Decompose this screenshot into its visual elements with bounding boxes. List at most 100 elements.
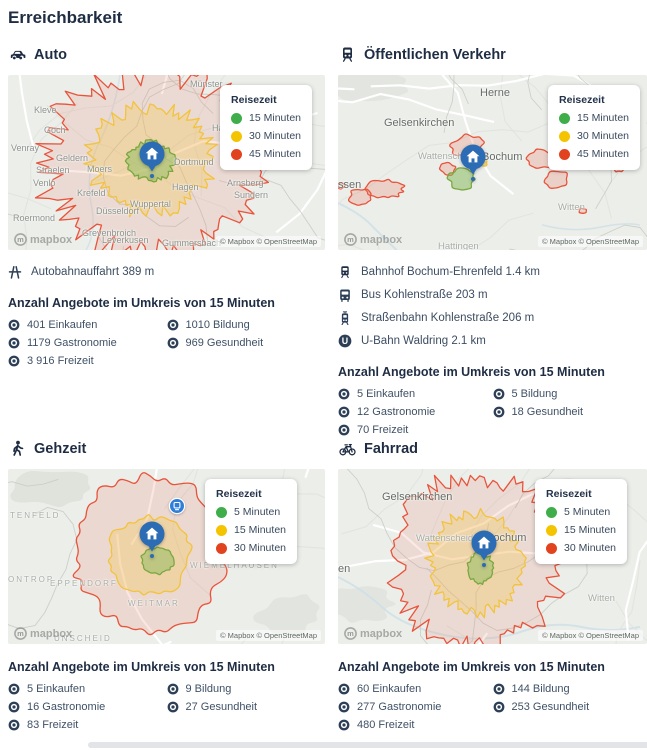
legend-item-label: 30 Minuten bbox=[577, 130, 629, 142]
stat-item: 1010 Bildung bbox=[167, 319, 326, 331]
stat-item: 1179 Gastronomie bbox=[8, 337, 167, 349]
info-item: Bahnhof Bochum-Ehrenfeld 1.4 km bbox=[338, 264, 647, 280]
mapbox-logo[interactable]: m mapbox bbox=[344, 233, 402, 246]
legend-item-label: 45 Minuten bbox=[577, 148, 629, 160]
tram-icon bbox=[338, 311, 352, 325]
shopping-icon bbox=[338, 388, 350, 400]
stat-item: 144 Bildung bbox=[493, 683, 647, 695]
map-public-transport[interactable]: Herne Gelsenkirchen Wattenscheid Bochum ssen… bbox=[338, 75, 647, 250]
map-attribution[interactable]: © Mapbox © OpenStreetMap bbox=[538, 236, 643, 247]
map-attribution[interactable]: © Mapbox © OpenStreetMap bbox=[216, 236, 321, 247]
health-icon bbox=[493, 701, 505, 713]
legend-color-dot bbox=[559, 130, 571, 142]
legend-item: 30 Minuten bbox=[546, 542, 616, 554]
panel-auto: Auto MünsterHammKleveGochGeldernVenraySt… bbox=[8, 42, 325, 436]
map-walking[interactable]: TENFELD ONTROP EPPENDORF WEITMAR WIEMELHAUSE… bbox=[8, 469, 325, 644]
stats-heading-walking: Anzahl Angebote im Umkreis von 15 Minute… bbox=[8, 660, 275, 674]
info-item: U U-Bahn Waldring 2.1 km bbox=[338, 333, 647, 349]
mapbox-icon: m bbox=[344, 627, 357, 640]
stat-item-text: 1179 Gastronomie bbox=[27, 337, 117, 349]
panel-title-bicycle: Fahrrad bbox=[364, 440, 418, 457]
stats-heading-public-transport: Anzahl Angebote im Umkreis von 15 Minute… bbox=[338, 365, 605, 379]
mapbox-icon: m bbox=[14, 233, 27, 246]
stat-item-text: 144 Bildung bbox=[511, 683, 570, 695]
education-icon bbox=[493, 683, 505, 695]
legend-item-label: 45 Minuten bbox=[249, 148, 301, 160]
svg-text:m: m bbox=[17, 235, 24, 244]
legend-item: 45 Minuten bbox=[231, 148, 301, 160]
map-attribution[interactable]: © Mapbox © OpenStreetMap bbox=[216, 630, 321, 641]
panel-title-walking: Gehzeit bbox=[34, 440, 87, 457]
train-icon bbox=[338, 46, 356, 63]
bus-icon bbox=[338, 288, 352, 302]
legend-item-label: 5 Minuten bbox=[564, 506, 611, 518]
stat-item-text: 1010 Bildung bbox=[185, 319, 250, 331]
legend-item-label: 15 Minuten bbox=[564, 524, 616, 536]
horizontal-scrollbar[interactable] bbox=[88, 742, 647, 748]
leisure-icon bbox=[338, 424, 350, 436]
stats-heading-auto: Anzahl Angebote im Umkreis von 15 Minute… bbox=[8, 296, 275, 310]
motorway-icon bbox=[8, 265, 22, 279]
stat-item-text: 60 Einkaufen bbox=[357, 683, 422, 695]
stat-item: 277 Gastronomie bbox=[338, 701, 493, 713]
stat-item: 253 Gesundheit bbox=[493, 701, 647, 713]
stat-item-text: 83 Freizeit bbox=[27, 719, 79, 731]
stats-column: 9 Bildung 27 Gesundheit bbox=[167, 683, 326, 731]
stats-column: 5 Bildung 18 Gesundheit bbox=[493, 388, 647, 436]
gastronomy-icon bbox=[338, 406, 350, 418]
travel-time-legend: Reisezeit 5 Minuten 15 Minuten 30 Minuten bbox=[205, 479, 297, 564]
stat-item-text: 3 916 Freizeit bbox=[27, 355, 94, 367]
stat-item: 5 Bildung bbox=[493, 388, 647, 400]
legend-item-label: 15 Minuten bbox=[234, 524, 286, 536]
svg-text:m: m bbox=[17, 629, 24, 638]
legend-item: 30 Minuten bbox=[231, 130, 301, 142]
stat-item: 16 Gastronomie bbox=[8, 701, 167, 713]
page-title: Erreichbarkeit bbox=[8, 8, 123, 27]
leisure-icon bbox=[338, 719, 350, 731]
mapbox-logo[interactable]: m mapbox bbox=[14, 233, 72, 246]
map-bicycle[interactable]: Gelsenkirchen Wattenscheid Bochum Witten en … bbox=[338, 469, 647, 644]
health-icon bbox=[493, 406, 505, 418]
map-attribution[interactable]: © Mapbox © OpenStreetMap bbox=[538, 630, 643, 641]
info-item-text: U-Bahn Waldring 2.1 km bbox=[361, 335, 486, 347]
stat-item: 969 Gesundheit bbox=[167, 337, 326, 349]
stat-item: 12 Gastronomie bbox=[338, 406, 493, 418]
legend-color-dot bbox=[216, 524, 228, 536]
education-icon bbox=[167, 319, 179, 331]
home-marker bbox=[137, 520, 167, 560]
info-item: Autobahnauffahrt 389 m bbox=[8, 264, 325, 280]
stats-column: 5 Einkaufen 16 Gastronomie 83 Freizeit bbox=[8, 683, 167, 731]
mapbox-icon: m bbox=[344, 233, 357, 246]
health-icon bbox=[167, 337, 179, 349]
stats-column: 5 Einkaufen 12 Gastronomie 70 Freizeit bbox=[338, 388, 493, 436]
education-icon bbox=[493, 388, 505, 400]
stats-column: 401 Einkaufen 1179 Gastronomie 3 916 Freiz… bbox=[8, 319, 167, 367]
travel-time-legend: Reisezeit 5 Minuten 15 Minuten 30 Minuten bbox=[535, 479, 627, 564]
mapbox-logo[interactable]: m mapbox bbox=[344, 627, 402, 640]
map-auto[interactable]: MünsterHammKleveGochGeldernVenrayStraele… bbox=[8, 75, 325, 250]
svg-text:m: m bbox=[347, 235, 354, 244]
stat-item-text: 27 Gesundheit bbox=[185, 701, 258, 713]
panel-title-public-transport: Öffentlichen Verkehr bbox=[364, 46, 506, 63]
panel-public-transport: Öffentlichen Verkehr Herne Gelsenkirchen W… bbox=[338, 42, 647, 436]
stat-item: 480 Freizeit bbox=[338, 719, 493, 731]
walk-icon bbox=[8, 440, 26, 457]
stat-item-text: 5 Einkaufen bbox=[27, 683, 86, 695]
stat-item: 60 Einkaufen bbox=[338, 683, 493, 695]
stat-item-text: 5 Bildung bbox=[511, 388, 558, 400]
shopping-icon bbox=[8, 319, 20, 331]
stat-item-text: 12 Gastronomie bbox=[357, 406, 436, 418]
legend-color-dot bbox=[559, 112, 571, 124]
stat-item-text: 253 Gesundheit bbox=[511, 701, 590, 713]
legend-item-label: 15 Minuten bbox=[249, 112, 301, 124]
legend-color-dot bbox=[546, 542, 558, 554]
legend-item-label: 30 Minuten bbox=[234, 542, 286, 554]
legend-color-dot bbox=[231, 112, 243, 124]
stat-item: 3 916 Freizeit bbox=[8, 355, 167, 367]
education-icon bbox=[167, 683, 179, 695]
legend-color-dot bbox=[546, 506, 558, 518]
legend-title: Reisezeit bbox=[559, 94, 605, 106]
info-item-text: Straßenbahn Kohlenstraße 206 m bbox=[361, 312, 535, 324]
mapbox-logo[interactable]: m mapbox bbox=[14, 627, 72, 640]
